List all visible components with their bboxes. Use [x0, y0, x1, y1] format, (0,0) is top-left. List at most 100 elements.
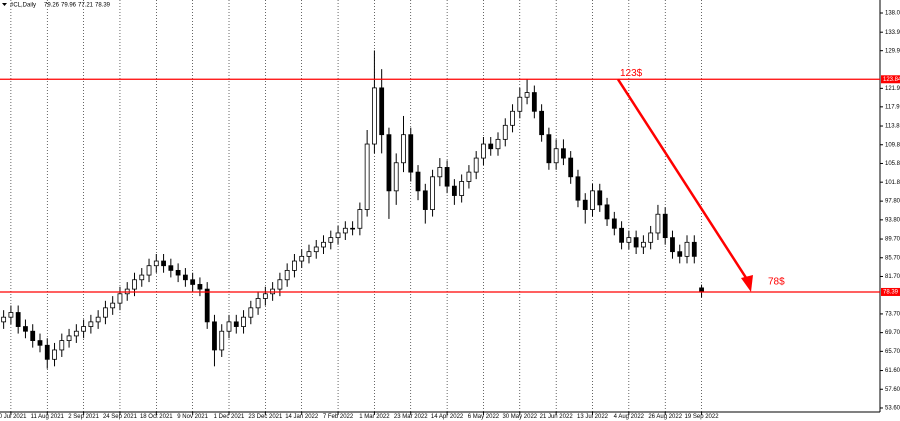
candle-body — [510, 110, 515, 126]
header-value: 78.39 — [95, 3, 111, 9]
candle-body — [379, 87, 385, 136]
candle-body — [611, 218, 617, 229]
candle-body — [284, 269, 290, 281]
candle-body — [103, 307, 108, 318]
x-tick-label: 23 Mar 2022 — [394, 414, 428, 420]
candle-body — [342, 227, 348, 234]
candle-body — [248, 307, 254, 318]
candle-body — [422, 190, 428, 210]
annotation: 78$ — [768, 277, 785, 288]
candle-body — [444, 167, 450, 187]
candle-body — [582, 199, 588, 210]
candle-body — [495, 138, 501, 150]
y-tick-label: 109.85 — [885, 142, 900, 148]
annotation: 123$ — [620, 68, 643, 79]
candle-body — [15, 312, 21, 327]
x-tick-label: 30 May 2022 — [502, 414, 537, 420]
x-tick-label: 19 Sep 2022 — [685, 414, 720, 420]
candle-body — [546, 134, 552, 164]
x-tick-label: 6 May 2022 — [468, 414, 500, 420]
candle-body — [481, 143, 486, 159]
plot-area — [0, 0, 880, 412]
candle-body — [561, 148, 566, 159]
header-icon — [2, 3, 7, 6]
candle-body — [670, 237, 675, 253]
y-tick-label: 69.70 — [885, 330, 900, 336]
candle-body — [313, 246, 319, 253]
candle-body — [604, 204, 610, 220]
candle-body — [190, 279, 196, 285]
candle-body — [357, 209, 363, 229]
candle-body — [430, 176, 435, 210]
candle-body — [241, 316, 246, 327]
candle-body — [502, 124, 508, 140]
y-tick-label: 138.00 — [885, 11, 900, 17]
x-tick-label: 2 Sep 2021 — [68, 414, 99, 420]
price-level-box — [881, 287, 900, 296]
candle-body — [182, 274, 188, 281]
candle-body — [175, 269, 181, 276]
x-tick-label: 23 Dec 2021 — [248, 414, 283, 420]
candle-body — [568, 157, 574, 178]
candle-body — [212, 321, 217, 351]
candle-body — [88, 321, 94, 327]
candle-body — [95, 316, 101, 323]
candle-body — [473, 157, 479, 173]
y-tick-label: 129.95 — [885, 48, 900, 54]
candle-body — [30, 330, 36, 341]
candle-body — [299, 255, 305, 262]
y-tick-label: 117.95 — [885, 104, 900, 110]
y-tick-label: 113.85 — [885, 124, 900, 130]
y-tick-label: 89.70 — [885, 237, 900, 243]
candle-body — [393, 162, 399, 192]
candle-body — [451, 185, 457, 196]
y-tick-label: 101.85 — [885, 180, 900, 186]
candle-body — [531, 92, 537, 112]
x-tick-label: 13 Jul 2022 — [577, 414, 609, 420]
candle-body — [219, 330, 225, 351]
y-tick-label: 133.90 — [885, 30, 900, 36]
candle-body — [466, 171, 472, 182]
candle-body — [292, 260, 297, 271]
x-tick-label: 1 Mar 2022 — [359, 414, 390, 420]
y-tick-label: 65.70 — [885, 349, 900, 355]
trend-arrow — [616, 78, 752, 285]
x-tick-label: 14 Apr 2022 — [431, 414, 464, 420]
x-tick-label: 4 Aug 2022 — [614, 414, 645, 420]
candle-body — [575, 176, 581, 201]
y-tick-label: 81.70 — [885, 274, 900, 280]
candle-body — [146, 265, 152, 276]
candle-body — [401, 134, 406, 164]
candle-body — [197, 284, 203, 290]
x-tick-label: 7 Feb 2022 — [323, 414, 354, 420]
y-tick-label: 97.80 — [885, 199, 900, 205]
y-tick-label: 61.60 — [885, 368, 900, 374]
candle-body — [161, 260, 166, 267]
x-tick-label: 26 Aug 2022 — [648, 414, 682, 420]
x-tick-label: 21 Jun 2022 — [540, 414, 574, 420]
price-level-label: 78.39 — [883, 290, 899, 296]
candle-body — [262, 293, 268, 299]
candle-body — [59, 340, 65, 351]
candle-body — [52, 349, 57, 360]
candle-body — [364, 143, 370, 210]
y-tick-label: 57.60 — [885, 387, 900, 393]
candle-body — [459, 181, 465, 196]
x-tick-label: 18 Oct 2021 — [140, 414, 173, 420]
candle-body — [488, 143, 494, 150]
candle-body — [8, 312, 14, 318]
candle-body — [132, 279, 137, 290]
candle-body — [415, 171, 421, 192]
candle-body — [321, 241, 326, 248]
candle-body — [277, 279, 283, 290]
candle-body — [691, 241, 697, 257]
candle-body — [662, 213, 668, 239]
candle-body — [539, 110, 545, 136]
candle-body — [640, 241, 646, 248]
candle-body — [590, 190, 595, 210]
price-level-label: 123.84 — [883, 77, 900, 83]
candle-body — [139, 274, 145, 281]
candle-body — [1, 316, 7, 323]
candle-body — [66, 335, 72, 341]
